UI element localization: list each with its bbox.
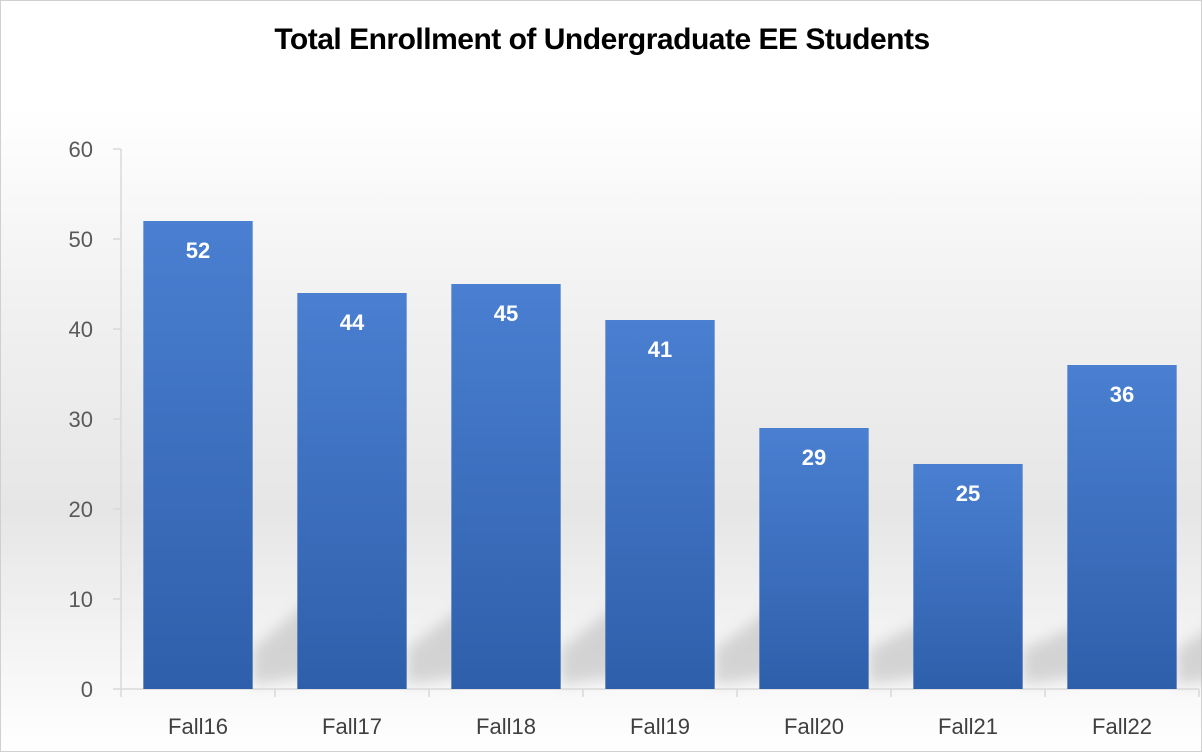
x-tick-label: Fall16 <box>168 714 228 739</box>
x-tick-label: Fall18 <box>476 714 536 739</box>
bars <box>143 221 1177 689</box>
x-tick-label: Fall20 <box>784 714 844 739</box>
data-label: 52 <box>186 238 210 263</box>
bar-fall16 <box>143 221 253 689</box>
bar-shadow <box>1176 633 1202 685</box>
x-tick-label: Fall19 <box>630 714 690 739</box>
bar-fall21 <box>913 464 1023 689</box>
data-label: 45 <box>494 301 518 326</box>
bar-fall20 <box>759 428 869 689</box>
data-label: 41 <box>648 337 672 362</box>
bar-fall22 <box>1067 365 1177 689</box>
x-tick-label: Fall21 <box>938 714 998 739</box>
bar-fall18 <box>451 284 561 689</box>
y-tick-label: 40 <box>69 317 93 342</box>
bar-fall19 <box>605 320 715 689</box>
y-tick-label: 60 <box>69 137 93 162</box>
x-tick-label: Fall17 <box>322 714 382 739</box>
bar-fall17 <box>297 293 407 689</box>
data-label: 29 <box>802 445 826 470</box>
data-label: 36 <box>1110 382 1134 407</box>
y-tick-label: 50 <box>69 227 93 252</box>
data-label: 44 <box>340 310 365 335</box>
y-tick-label: 20 <box>69 497 93 522</box>
y-tick-label: 10 <box>69 587 93 612</box>
chart-title: Total Enrollment of Undergraduate EE Stu… <box>274 23 930 56</box>
y-tick-label: 0 <box>81 677 93 702</box>
x-tick-label: Fall22 <box>1092 714 1152 739</box>
labels: 0 10 20 30 40 50 60 52 Fall16 44 Fall17 45 Fall18 41 F… <box>69 137 1152 739</box>
data-label: 25 <box>956 481 980 506</box>
y-tick-label: 30 <box>69 407 93 432</box>
